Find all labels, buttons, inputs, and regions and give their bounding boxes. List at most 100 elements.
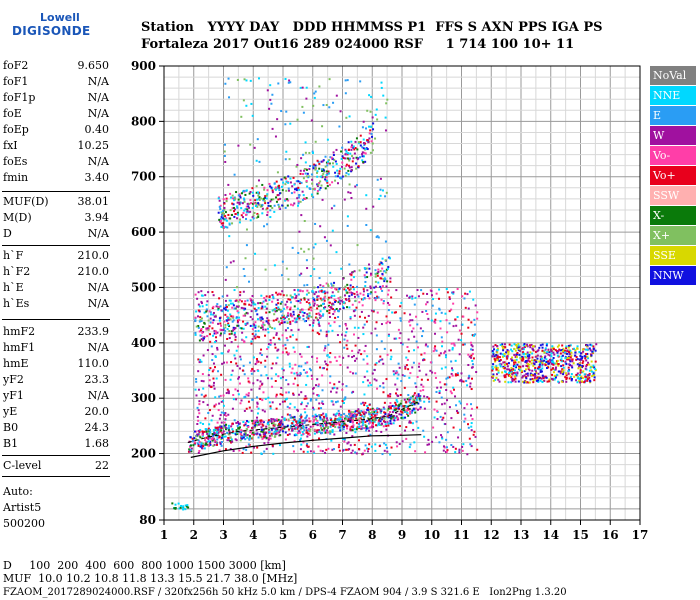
echo-point bbox=[348, 291, 351, 294]
echo-point bbox=[284, 158, 287, 161]
echo-point bbox=[534, 360, 537, 363]
echo-point bbox=[443, 352, 446, 355]
echo-point bbox=[342, 422, 345, 425]
echo-point bbox=[240, 327, 243, 330]
echo-point bbox=[264, 365, 267, 368]
echo-point bbox=[268, 298, 271, 301]
echo-point bbox=[370, 132, 373, 135]
echo-point bbox=[471, 334, 474, 337]
echo-point bbox=[425, 343, 428, 346]
echo-point bbox=[285, 110, 288, 113]
echo-point bbox=[324, 425, 327, 428]
echo-point bbox=[571, 358, 574, 361]
echo-point bbox=[236, 389, 239, 392]
echo-point bbox=[369, 433, 372, 436]
echo-point bbox=[286, 312, 289, 315]
echo-point bbox=[234, 357, 237, 360]
echo-point bbox=[312, 167, 315, 170]
echo-point bbox=[313, 451, 316, 454]
echo-point bbox=[510, 376, 513, 379]
echo-point bbox=[252, 214, 255, 217]
echo-point bbox=[317, 312, 320, 315]
echo-point bbox=[293, 191, 296, 194]
echo-point bbox=[219, 217, 222, 220]
echo-point bbox=[200, 442, 203, 445]
echo-point bbox=[383, 280, 386, 283]
echo-point bbox=[380, 261, 383, 264]
echo-point bbox=[345, 425, 348, 428]
echo-point bbox=[318, 277, 321, 280]
echo-point bbox=[540, 370, 543, 373]
echo-point bbox=[426, 443, 429, 446]
echo-point bbox=[361, 427, 364, 430]
echo-point bbox=[578, 365, 581, 368]
echo-point bbox=[526, 343, 529, 346]
echo-point bbox=[394, 383, 397, 386]
echo-point bbox=[538, 360, 541, 363]
echo-point bbox=[448, 376, 451, 379]
echo-point bbox=[395, 392, 398, 395]
param-row: yF1 N/A bbox=[3, 389, 109, 405]
echo-point bbox=[434, 372, 437, 375]
echo-point bbox=[365, 271, 368, 274]
echo-point bbox=[360, 427, 363, 430]
echo-point bbox=[254, 330, 257, 333]
echo-point bbox=[379, 420, 382, 423]
echo-point bbox=[464, 306, 467, 309]
echo-point bbox=[316, 192, 319, 195]
echo-point bbox=[442, 416, 445, 419]
echo-point bbox=[467, 318, 470, 321]
echo-point bbox=[236, 324, 239, 327]
echo-point bbox=[324, 165, 327, 168]
echo-point bbox=[206, 403, 209, 406]
legend-item-nne: NNE bbox=[650, 86, 696, 105]
echo-point bbox=[409, 410, 412, 413]
echo-point bbox=[471, 352, 474, 355]
echo-point bbox=[323, 427, 326, 430]
echo-point bbox=[327, 343, 330, 346]
echo-point bbox=[214, 441, 217, 444]
echo-point bbox=[249, 430, 252, 433]
echo-point bbox=[587, 361, 590, 364]
echo-point bbox=[286, 327, 289, 330]
echo-point bbox=[255, 429, 258, 432]
echo-point bbox=[331, 291, 334, 294]
echo-point bbox=[366, 379, 369, 382]
echo-point bbox=[564, 376, 567, 379]
echo-point bbox=[326, 429, 329, 432]
echo-point bbox=[220, 332, 223, 335]
echo-point bbox=[338, 426, 341, 429]
echo-point bbox=[587, 374, 590, 377]
echo-point bbox=[379, 355, 382, 358]
echo-point bbox=[242, 327, 245, 330]
echo-point bbox=[293, 289, 296, 292]
echo-point bbox=[220, 429, 223, 432]
echo-point bbox=[215, 432, 218, 435]
echo-point bbox=[251, 191, 254, 194]
echo-point bbox=[286, 424, 289, 427]
echo-point bbox=[560, 365, 563, 368]
echo-point bbox=[307, 308, 310, 311]
echo-point bbox=[438, 288, 441, 291]
echo-point bbox=[209, 436, 212, 439]
echo-point bbox=[272, 295, 275, 298]
echo-point bbox=[594, 367, 597, 370]
echo-point bbox=[423, 400, 426, 403]
echo-point bbox=[354, 410, 357, 413]
echo-point bbox=[408, 295, 411, 298]
echo-point bbox=[281, 321, 284, 324]
echo-point bbox=[382, 391, 385, 394]
echo-point bbox=[223, 150, 226, 153]
echo-point bbox=[205, 303, 208, 306]
echo-point bbox=[199, 358, 202, 361]
echo-point bbox=[299, 426, 302, 429]
echo-point bbox=[328, 431, 331, 434]
echo-point bbox=[418, 396, 421, 399]
echo-point bbox=[313, 188, 316, 191]
echo-point bbox=[262, 436, 265, 439]
echo-point bbox=[189, 436, 192, 439]
echo-point bbox=[510, 344, 513, 347]
echo-point bbox=[470, 445, 473, 448]
echo-point bbox=[375, 424, 378, 427]
echo-point bbox=[273, 313, 276, 316]
